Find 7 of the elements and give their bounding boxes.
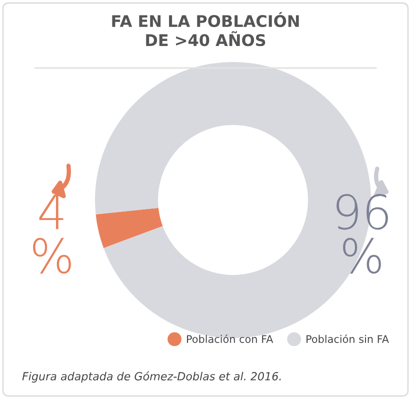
data-label: 96 %	[336, 194, 388, 274]
donut-slice	[96, 208, 163, 248]
legend-label: Población con FA	[187, 334, 274, 343]
text: Figura adaptada de Gómez-Doblas et al. 2016.	[22, 371, 281, 383]
legend-label: Población sin FA	[306, 334, 389, 343]
data-label: 4 %	[33, 194, 71, 274]
chart-title: FA EN LA POBLACIÓN DE >40 AÑOS	[112, 12, 299, 46]
